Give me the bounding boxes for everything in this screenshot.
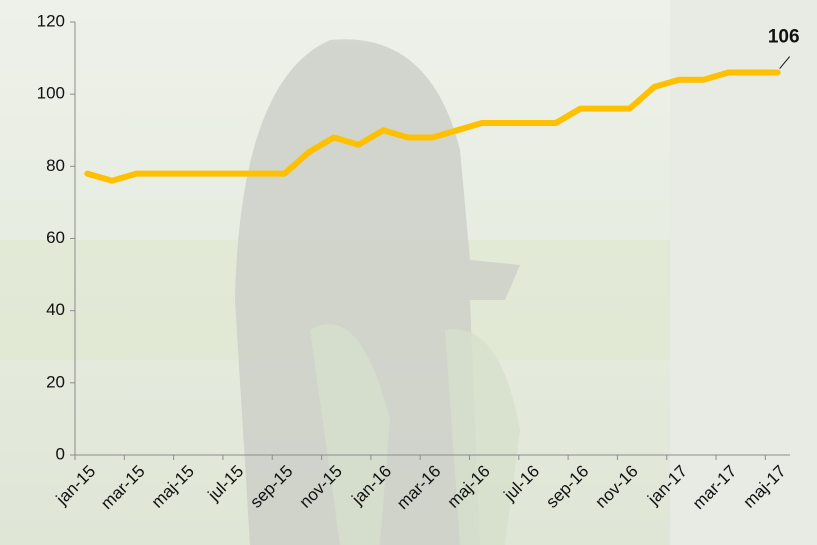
y-tick-label: 20 (46, 372, 65, 391)
y-tick-label: 60 (46, 228, 65, 247)
y-tick-label: 0 (56, 444, 65, 463)
y-tick-label: 40 (46, 300, 65, 319)
y-tick-label: 100 (37, 84, 65, 103)
data-line (84, 69, 781, 184)
y-tick-label: 80 (46, 156, 65, 175)
label-leader (779, 56, 791, 69)
data-label: 106 (768, 27, 800, 48)
y-tick-label: 120 (37, 11, 65, 30)
